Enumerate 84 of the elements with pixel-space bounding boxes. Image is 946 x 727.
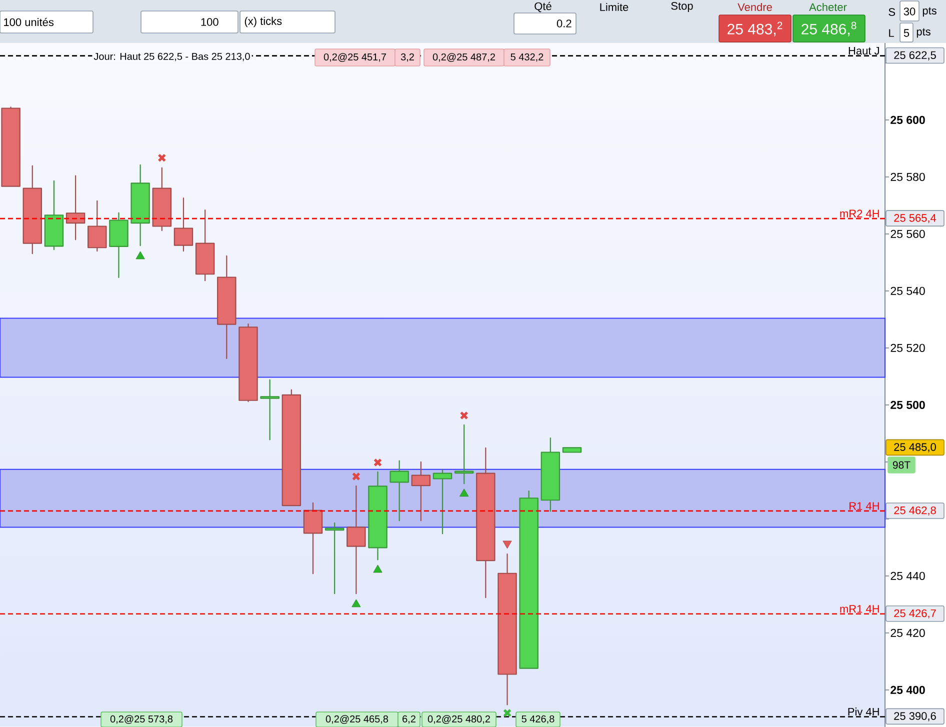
text: 25 486,$^{8}$ xyxy=(802,22,856,36)
point xyxy=(373,564,382,573)
annotation: 6,2 xyxy=(402,715,416,724)
candlestick xyxy=(174,197,194,252)
candlestick xyxy=(130,164,150,246)
y-tick-label: 25 400 xyxy=(890,686,925,694)
annotation: 5 432,2 xyxy=(510,53,544,62)
text: 30 xyxy=(904,8,916,16)
candlestick xyxy=(476,447,496,598)
text: 25 565,4 xyxy=(894,214,936,224)
candlestick xyxy=(238,323,258,402)
candlestick xyxy=(519,490,538,669)
text: 25 390,6 xyxy=(894,712,936,722)
text: 5 xyxy=(904,29,910,37)
candlestick xyxy=(260,379,280,440)
text: 0.2 xyxy=(556,20,572,28)
candlestick xyxy=(368,471,388,560)
candlestick xyxy=(1,106,20,187)
candlestick xyxy=(303,502,323,574)
candlestick xyxy=(324,522,344,594)
candlestick xyxy=(22,165,42,254)
text: 25 622,5 xyxy=(894,51,936,60)
annotation: 0,2@25 573,8 xyxy=(110,715,173,724)
candlestick xyxy=(540,437,560,512)
text: 100 unités xyxy=(4,18,54,26)
y-tick-label: 25 520 xyxy=(890,344,925,352)
text: (x) ticks xyxy=(244,16,282,28)
annotation: Jour: Haut 25 622,5 - Bas 25 213,0 xyxy=(94,52,250,62)
candlestick xyxy=(195,209,215,282)
text: 25 462,8 xyxy=(894,506,936,516)
point xyxy=(352,472,360,481)
text: Qté xyxy=(534,2,552,12)
candlestick xyxy=(109,212,128,278)
text: pts xyxy=(916,28,930,38)
point xyxy=(502,708,512,718)
candlestick xyxy=(411,461,431,522)
text: S xyxy=(888,8,896,16)
point xyxy=(352,599,361,608)
point xyxy=(158,154,166,162)
y-tick-label: 25 540 xyxy=(890,286,925,296)
candlestick xyxy=(282,389,302,506)
annotation: 3,2 xyxy=(400,53,414,62)
annotation: 0,2@25 451,7 xyxy=(324,53,386,62)
candlestick xyxy=(66,175,86,240)
text: 100 xyxy=(201,18,218,26)
text: Stop xyxy=(671,2,693,12)
candlestick xyxy=(498,553,517,706)
y-tick-label: 25 440 xyxy=(890,572,925,580)
candlestick xyxy=(346,485,366,594)
text: L xyxy=(889,29,894,37)
candlestick xyxy=(152,167,172,232)
ref-line-label: Haut J xyxy=(848,46,879,55)
text: Limite xyxy=(600,2,628,12)
candlestick xyxy=(390,460,409,522)
annotation: 5 426,8 xyxy=(522,715,554,724)
candlestick xyxy=(432,469,452,534)
y-tick-label: 25 560 xyxy=(890,230,925,238)
ref-line-label: Piv 4H xyxy=(848,708,879,716)
ref-line-label: mR1 4H xyxy=(840,605,879,613)
text: Vendre xyxy=(738,2,772,12)
candlestick xyxy=(562,447,582,453)
candlestick xyxy=(454,424,474,484)
y-tick-label: 25 420 xyxy=(890,628,925,638)
candlestick xyxy=(88,200,107,252)
point xyxy=(460,488,469,497)
point xyxy=(460,411,468,420)
text: 25 485,0 xyxy=(894,443,936,452)
candlestick xyxy=(217,255,236,360)
y-tick-label: 25 500 xyxy=(890,400,925,410)
text: 25 483,$^{2}$ xyxy=(728,22,782,36)
annotation: 0,2@25 480,2 xyxy=(428,715,490,724)
point xyxy=(136,251,145,260)
text: 25 426,7 xyxy=(894,609,936,618)
ref-line-label: mR2 4H xyxy=(840,210,879,218)
y-tick-label: 25 600 xyxy=(890,116,925,124)
text: pts xyxy=(922,7,936,17)
candlestick xyxy=(44,180,64,250)
point xyxy=(373,458,382,467)
ref-line-label: R1 4H xyxy=(850,502,879,510)
text: 98T xyxy=(892,461,910,469)
text: Acheter xyxy=(809,2,847,12)
annotation: 0,2@25 487,2 xyxy=(432,53,495,62)
y-tick-label: 25 580 xyxy=(890,172,925,182)
annotation: 0,2@25 465,8 xyxy=(326,715,388,724)
